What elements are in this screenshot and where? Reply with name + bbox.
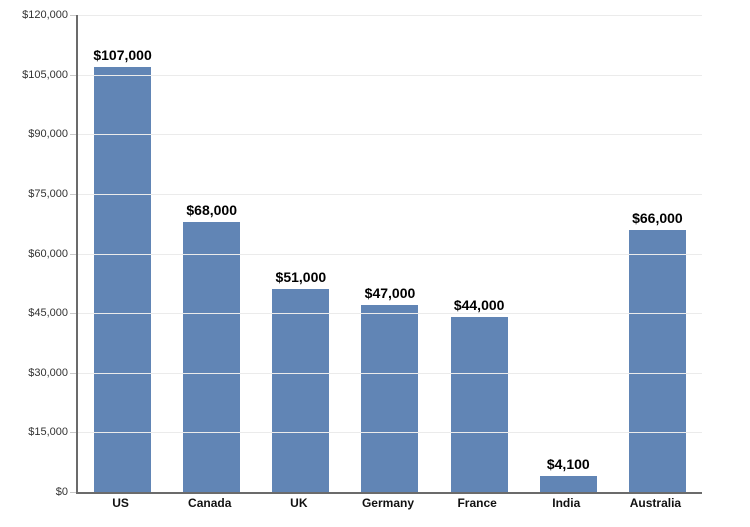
gridline (78, 432, 702, 434)
bar-slot: $44,000 (435, 15, 524, 492)
y-tick-label: $45,000 (28, 307, 68, 320)
bar-france: $44,000 (450, 297, 508, 492)
bar-slot: $51,000 (256, 15, 345, 492)
x-tick-label-canada: Canada (188, 496, 232, 510)
y-tick-label: $0 (55, 486, 68, 498)
y-tick-label: $30,000 (28, 366, 68, 379)
x-tick-label-india: India (552, 496, 581, 510)
bar-canada: $68,000 (183, 202, 241, 492)
y-tick-mark (70, 372, 76, 374)
bar-slot: $107,000 (78, 15, 167, 492)
y-tick-mark (70, 134, 76, 136)
bar-slot: $4,100 (524, 15, 613, 492)
gridline (78, 313, 702, 315)
bar-value-label: $66,000 (632, 209, 683, 226)
y-tick-mark (70, 253, 76, 255)
bar-slot: $66,000 (613, 15, 702, 492)
y-tick-label: $60,000 (28, 247, 68, 260)
x-tick-label-uk: UK (290, 496, 308, 510)
bar-uk: $51,000 (272, 269, 330, 492)
y-tick-label: $120,000 (22, 9, 68, 21)
plot-area: $107,000 $68,000 $51,000 $47,000 $44,000 $4,1… (70, 15, 702, 494)
y-tick-label: $105,000 (22, 68, 68, 81)
bar-value-label: $44,000 (453, 297, 505, 314)
y-tick-label: $75,000 (28, 187, 68, 200)
bar-australia: $66,000 (628, 210, 686, 492)
y-tick-label: $15,000 (28, 426, 68, 439)
bar-value-label: $4,100 (546, 455, 590, 472)
y-tick-mark (70, 193, 76, 195)
bar-value-label: $51,000 (275, 269, 327, 286)
x-tick-label-france: France (457, 496, 497, 510)
gridline (78, 253, 702, 255)
bar-value-label: $107,000 (93, 46, 152, 63)
gridline (78, 134, 702, 136)
bar-value-label: $47,000 (364, 285, 416, 302)
y-tick-mark (70, 492, 76, 493)
bars-row: $107,000 $68,000 $51,000 $47,000 $44,000 $4,1… (78, 15, 702, 492)
y-tick-mark (70, 74, 76, 76)
gridline (78, 193, 702, 195)
y-tick-mark (70, 432, 76, 434)
bar-slot: $68,000 (167, 15, 256, 492)
gridline (78, 15, 702, 16)
y-axis: $0 $15,000 $30,000 $45,000 $60,000 $75,000 $90… (0, 9, 68, 498)
gridline (78, 74, 702, 76)
x-axis: US Canada UK Germany France India Australia (76, 496, 700, 510)
bar-germany: $47,000 (361, 285, 419, 492)
bar-us: $107,000 (93, 47, 152, 492)
gridline (78, 372, 702, 374)
x-tick-label-australia: Australia (629, 496, 682, 510)
bar-india: $4,100 (539, 456, 597, 492)
y-tick-label: $90,000 (28, 128, 68, 141)
bar-value-label: $68,000 (186, 201, 238, 218)
y-tick-mark (70, 313, 76, 315)
bar-slot: $47,000 (345, 15, 434, 492)
y-tick-mark (70, 15, 76, 16)
x-tick-label-us: US (112, 496, 129, 510)
x-tick-label-germany: Germany (361, 496, 414, 510)
